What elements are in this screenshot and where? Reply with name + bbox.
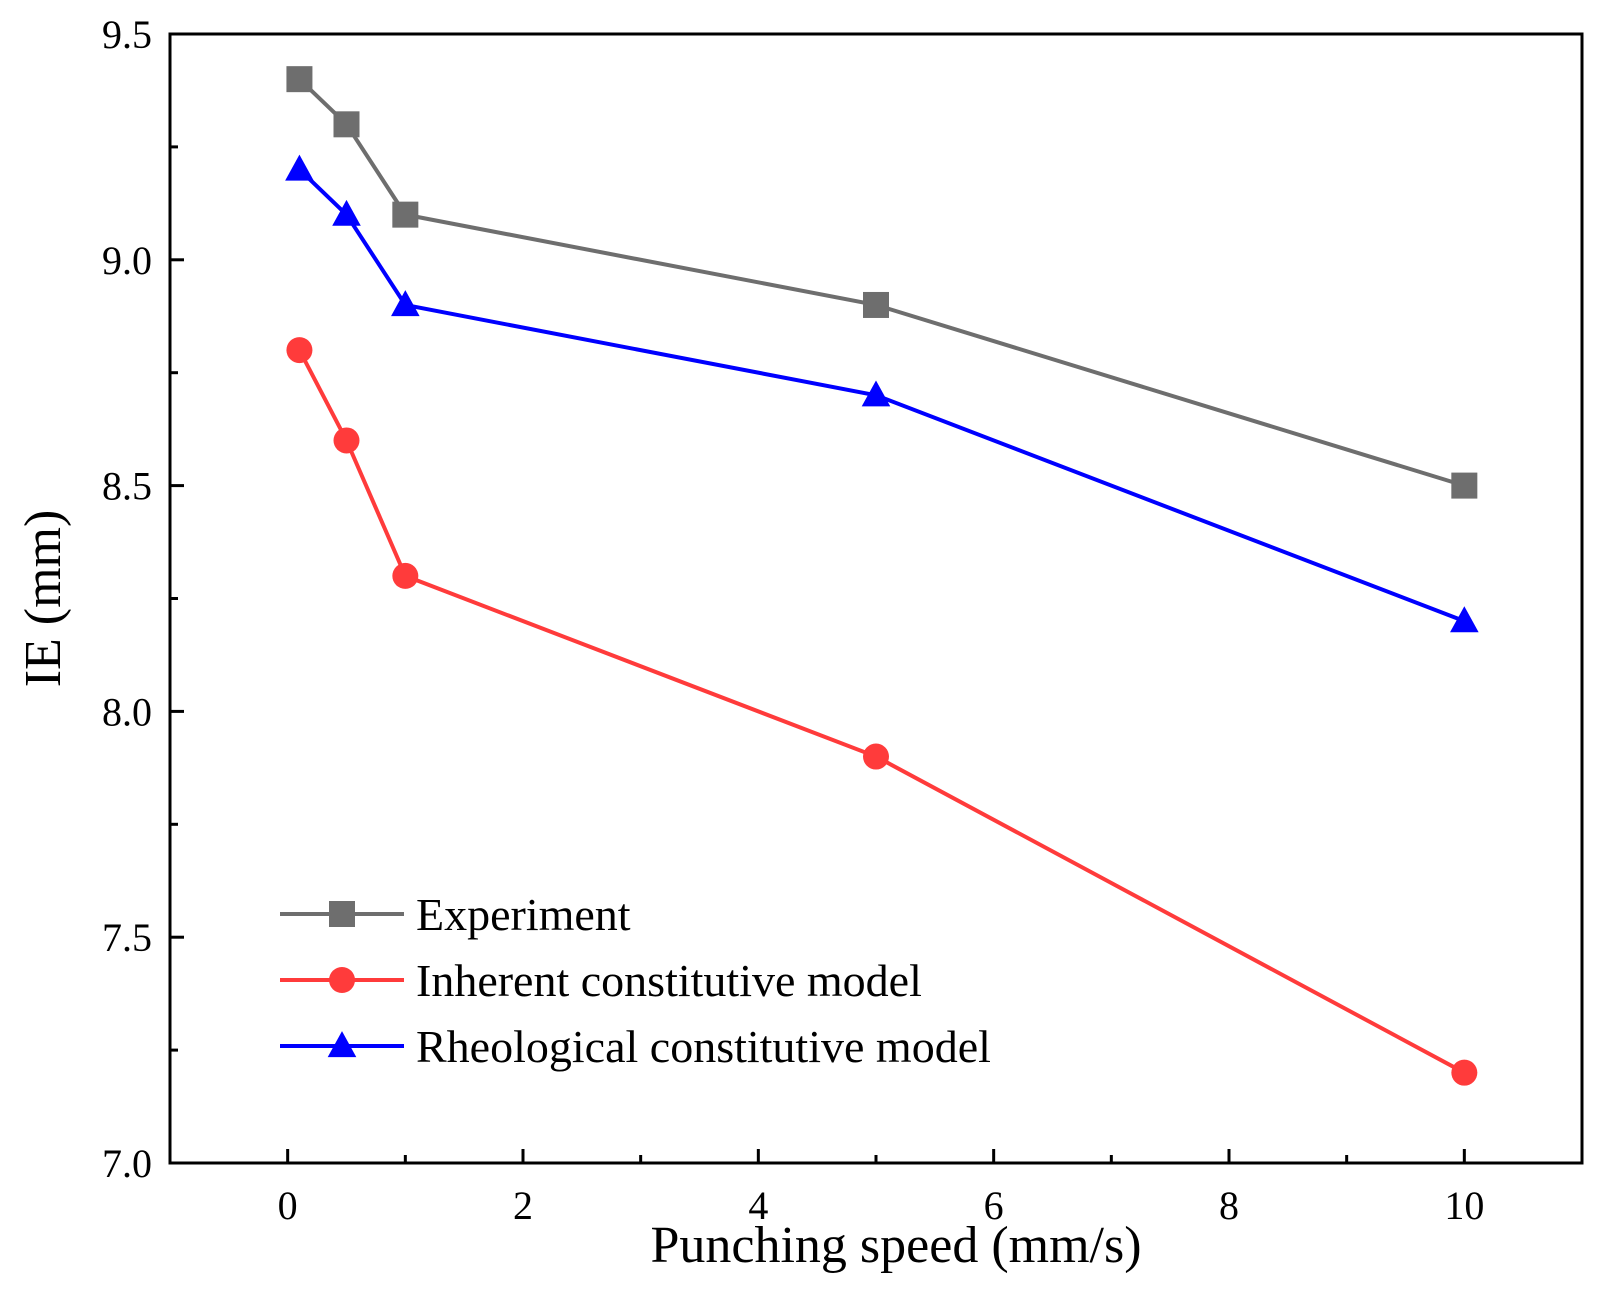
y-tick-label: 9.5 bbox=[102, 12, 152, 57]
series-1 bbox=[286, 337, 1478, 1086]
legend-entry: Inherent constitutive model bbox=[280, 955, 922, 1006]
y-tick-label: 8.0 bbox=[102, 689, 152, 734]
data-point bbox=[392, 201, 419, 228]
x-tick-label: 10 bbox=[1444, 1183, 1484, 1228]
y-tick-label: 7.5 bbox=[102, 915, 152, 960]
data-point bbox=[285, 154, 314, 181]
series-line bbox=[298, 77, 1465, 488]
series-0 bbox=[286, 66, 1478, 499]
y-tick-label: 8.5 bbox=[102, 464, 152, 509]
plot-marks bbox=[285, 66, 1479, 1086]
data-point bbox=[861, 380, 891, 407]
legend-marker bbox=[327, 1031, 357, 1058]
axis-ticks: 0 2 4 6 8 10 7.0 7.5 8.0 8.5 9.0 9.5 bbox=[102, 12, 1484, 1228]
legend-marker bbox=[329, 967, 355, 993]
y-tick-label: 9.0 bbox=[102, 238, 152, 283]
data-point bbox=[333, 427, 360, 454]
data-point bbox=[392, 562, 419, 589]
legend-entry: Experiment bbox=[280, 889, 631, 940]
data-point bbox=[286, 337, 313, 364]
y-axis-title: IE (mm) bbox=[15, 510, 72, 688]
x-tick-label: 6 bbox=[984, 1183, 1004, 1228]
legend-label: Rheological constitutive model bbox=[416, 1021, 991, 1072]
x-tick-label: 4 bbox=[748, 1183, 768, 1228]
data-point bbox=[286, 66, 313, 93]
data-point bbox=[333, 111, 360, 138]
series-2 bbox=[285, 154, 1479, 633]
x-axis-title: Punching speed (mm/s) bbox=[650, 1217, 1141, 1274]
data-point bbox=[863, 291, 889, 318]
data-point bbox=[1451, 1059, 1478, 1086]
legend-entry: Rheological constitutive model bbox=[280, 1021, 991, 1072]
data-point bbox=[863, 743, 889, 770]
legend: Experiment Inherent constitutive model Rhe… bbox=[280, 889, 991, 1072]
data-point bbox=[1451, 472, 1478, 499]
x-tick-label: 2 bbox=[513, 1183, 533, 1228]
data-point bbox=[391, 290, 420, 317]
legend-label: Inherent constitutive model bbox=[416, 955, 922, 1006]
legend-marker bbox=[329, 901, 355, 927]
x-tick-label: 8 bbox=[1219, 1183, 1239, 1228]
legend-label: Experiment bbox=[416, 889, 631, 940]
data-point bbox=[332, 199, 361, 226]
y-tick-label: 7.0 bbox=[102, 1141, 152, 1186]
data-point bbox=[1450, 606, 1479, 633]
x-tick-label: 0 bbox=[278, 1183, 298, 1228]
